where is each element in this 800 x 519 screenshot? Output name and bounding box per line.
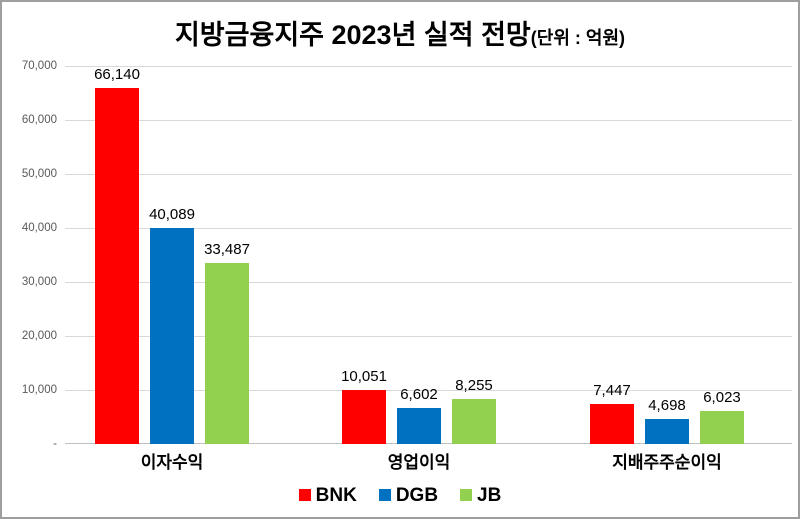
bar-group-2: 10,051 6,602 8,255 [341, 66, 496, 444]
bar-group-3: 7,447 4,698 6,023 [590, 66, 744, 444]
legend-swatch-jb [460, 489, 473, 501]
y-axis-tick-label: 40,000 [21, 222, 57, 234]
bar-rect-jb [205, 263, 249, 444]
bar-rect-jb [700, 411, 744, 444]
legend-swatch-bnk [298, 489, 311, 501]
legend-item-jb: JB [460, 485, 501, 507]
gridline [65, 336, 792, 337]
gridline [65, 174, 792, 175]
bar-value-label: 40,089 [149, 206, 195, 223]
bar-rect-dgb [645, 419, 689, 444]
bar-value-label: 6,602 [400, 386, 438, 403]
bar-value-label: 4,698 [648, 397, 686, 414]
gridline [65, 120, 792, 121]
bar-jb-1: 33,487 [204, 66, 250, 444]
bar-dgb-3: 4,698 [645, 66, 689, 444]
y-axis-tick-label: 50,000 [21, 168, 57, 180]
y-axis-tick-label: 60,000 [21, 114, 57, 126]
legend-swatch-dgb [378, 489, 391, 501]
y-axis-tick-label: 20,000 [21, 330, 57, 342]
gridline [65, 390, 792, 391]
bar-value-label: 10,051 [341, 368, 387, 385]
chart-title-unit: (단위 : 억원) [530, 28, 626, 48]
y-axis-tick-label: - [53, 438, 57, 450]
bar-value-label: 66,140 [94, 66, 140, 83]
bar-bnk-2: 10,051 [341, 66, 387, 444]
bar-bnk-3: 7,447 [590, 66, 634, 444]
plot-area: 66,140 40,089 33,487 10,051 6,602 8,255 7,447 4… [65, 66, 792, 444]
bar-value-label: 7,447 [593, 382, 631, 399]
bar-dgb-2: 6,602 [397, 66, 441, 444]
bar-rect-dgb [397, 408, 441, 444]
bar-rect-jb [452, 399, 496, 444]
bar-rect-bnk [342, 390, 386, 444]
bar-value-label: 6,023 [703, 389, 741, 406]
bar-jb-2: 8,255 [452, 66, 496, 444]
bar-rect-bnk [590, 404, 634, 444]
category-label-2: 영업이익 [387, 453, 451, 472]
legend: BNK DGB JB [2, 485, 798, 507]
y-axis-tick-label: 10,000 [21, 384, 57, 396]
bar-rect-dgb [150, 228, 194, 444]
category-label-3: 지배주주순이익 [612, 453, 722, 472]
bar-value-label: 33,487 [204, 241, 250, 258]
bar-dgb-1: 40,089 [149, 66, 195, 444]
category-label-1: 이자수익 [140, 453, 204, 472]
legend-label-dgb: DGB [395, 485, 439, 506]
gridline [65, 66, 792, 67]
y-axis-tick-label: 30,000 [21, 276, 57, 288]
gridline [65, 228, 792, 229]
gridline [65, 282, 792, 283]
bar-value-label: 8,255 [455, 377, 493, 394]
bar-group-1: 66,140 40,089 33,487 [94, 66, 250, 444]
chart-title: 지방금융지주 2023년 실적 전망(단위 : 억원) [2, 13, 798, 52]
legend-item-dgb: DGB [378, 485, 439, 507]
bar-bnk-1: 66,140 [94, 66, 140, 444]
chart-title-text: 지방금융지주 2023년 실적 전망 [174, 20, 531, 50]
y-axis-tick-label: 70,000 [21, 60, 57, 72]
bar-jb-3: 6,023 [700, 66, 744, 444]
bar-rect-bnk [95, 88, 139, 444]
legend-label-bnk: BNK [315, 485, 357, 506]
legend-label-jb: JB [477, 485, 502, 506]
legend-item-bnk: BNK [298, 485, 357, 507]
